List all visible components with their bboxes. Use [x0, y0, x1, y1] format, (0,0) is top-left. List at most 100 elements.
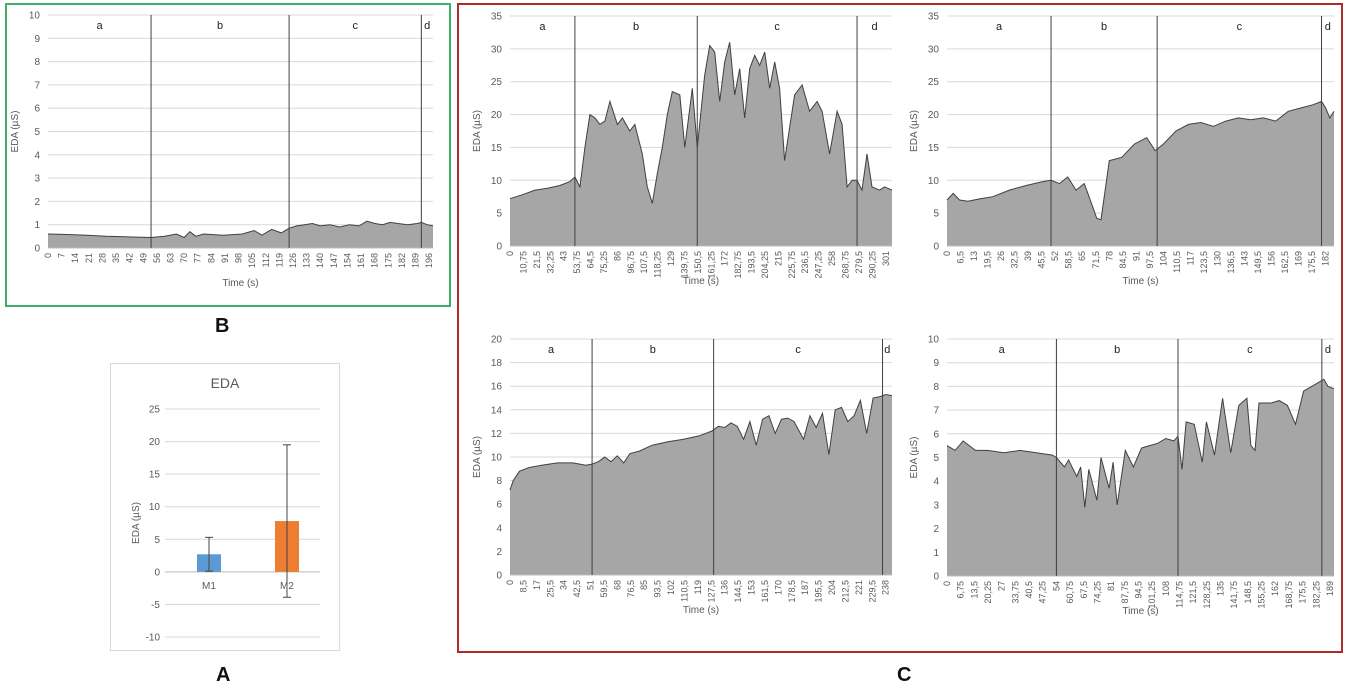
y-axis-title: EDA (µS) — [909, 110, 920, 152]
x-tick-label: 126 — [288, 253, 298, 268]
x-tick-label: 225,75 — [787, 251, 797, 279]
x-tick-label: 221 — [854, 580, 864, 595]
category-label-m1: M1 — [202, 581, 216, 592]
y-tick-label: 6 — [496, 500, 502, 511]
y-tick-label: 15 — [149, 470, 161, 481]
y-tick-label: 5 — [34, 127, 40, 138]
x-tick-label: 8,5 — [518, 580, 528, 593]
y-tick-label: 8 — [34, 57, 40, 68]
x-tick-label: 45,5 — [1037, 251, 1047, 269]
phase-label-c: c — [795, 344, 801, 356]
x-tick-label: 182,25 — [1311, 581, 1321, 609]
x-tick-label: 52 — [1050, 251, 1060, 261]
x-tick-label: 133 — [302, 253, 312, 268]
x-tick-label: 21,5 — [532, 251, 542, 269]
y-tick-label: 2 — [34, 197, 40, 208]
x-tick-label: 143 — [1240, 251, 1250, 266]
phase-label-c: c — [352, 20, 358, 32]
x-tick-label: 87,75 — [1120, 581, 1130, 604]
x-tick-label: 182 — [1321, 251, 1331, 266]
x-tick-label: 189 — [411, 253, 421, 268]
x-tick-label: 70 — [179, 253, 189, 263]
x-tick-label: 130 — [1212, 251, 1222, 266]
x-tick-label: 91 — [220, 253, 230, 263]
y-tick-label: 0 — [34, 244, 40, 255]
x-tick-label: 114,75 — [1175, 581, 1185, 608]
phase-label-a: a — [999, 344, 1006, 356]
y-tick-label: 10 — [29, 11, 41, 22]
x-tick-label: 19,5 — [983, 251, 993, 269]
x-tick-label: 153 — [747, 580, 757, 595]
y-tick-label: 3 — [933, 500, 939, 511]
x-tick-label: 17 — [532, 580, 542, 590]
phase-label-d: d — [424, 20, 430, 32]
x-tick-label: 170 — [773, 580, 783, 595]
x-tick-label: 149,5 — [1253, 251, 1263, 274]
x-tick-label: 32,5 — [1010, 251, 1020, 269]
y-tick-label: 10 — [149, 502, 161, 513]
x-tick-label: 182,75 — [733, 251, 743, 279]
x-tick-label: 144,5 — [733, 580, 743, 603]
eda-area — [947, 379, 1334, 576]
y-tick-label: 9 — [34, 34, 40, 45]
x-tick-label: 13 — [969, 251, 979, 261]
y-tick-label: 0 — [933, 242, 939, 253]
x-tick-label: 168,75 — [1284, 581, 1294, 609]
y-tick-label: 20 — [491, 335, 503, 346]
y-tick-label: 25 — [491, 77, 503, 88]
x-tick-label: 6,5 — [956, 251, 966, 264]
x-tick-label: 76,5 — [626, 580, 636, 598]
x-tick-label: 156 — [1267, 251, 1277, 266]
x-tick-label: 140 — [315, 253, 325, 268]
x-tick-label: 75,25 — [599, 251, 609, 274]
x-axis-title: Time (s) — [222, 278, 258, 289]
x-tick-label: 14 — [70, 253, 80, 263]
chart-c4: 0 1 2 3 4 5 6 7 8 9 10 a b c d 0 6,75 13,5 20,25 27 33,75 40,… — [909, 335, 1335, 618]
x-tick-label: 33,75 — [1010, 581, 1020, 604]
x-tick-label: 119 — [274, 253, 284, 267]
x-tick-label: 154 — [342, 253, 352, 268]
x-tick-label: 0 — [942, 251, 952, 256]
x-tick-label: 86 — [612, 251, 622, 261]
x-tick-label: 161 — [356, 253, 366, 268]
y-tick-label: 35 — [491, 12, 503, 23]
x-tick-label: 21 — [84, 253, 94, 263]
eda-line — [946, 100, 1335, 221]
x-tick-label: 168 — [370, 253, 380, 268]
y-tick-label: 3 — [34, 174, 40, 185]
panel-label-c: C — [897, 664, 912, 686]
y-tick-label: 35 — [928, 12, 940, 23]
phase-label-b: b — [1114, 344, 1120, 356]
x-tick-label: 129 — [666, 251, 676, 266]
y-tick-label: 7 — [34, 80, 40, 91]
y-tick-label: 0 — [496, 571, 502, 582]
x-axis-title: Time (s) — [1122, 606, 1158, 617]
x-tick-label: 78 — [1104, 251, 1114, 261]
x-tick-label: 196 — [424, 253, 434, 268]
x-tick-label: 34 — [559, 580, 569, 590]
y-tick-label: 16 — [491, 382, 503, 393]
x-tick-label: 71,5 — [1091, 251, 1101, 269]
x-tick-label: 123,5 — [1199, 251, 1209, 274]
x-tick-label: 47,25 — [1038, 581, 1048, 604]
y-tick-label: 20 — [491, 110, 503, 121]
x-tick-label: 93,5 — [653, 580, 663, 598]
y-tick-label: 5 — [496, 209, 502, 220]
x-tick-label: 112 — [261, 253, 271, 267]
x-tick-label: 6,75 — [956, 581, 966, 599]
phase-label-c: c — [1247, 344, 1253, 356]
x-tick-label: 268,75 — [840, 251, 850, 279]
y-tick-label: 2 — [933, 524, 939, 535]
y-axis-title: EDA (µS) — [472, 110, 483, 152]
x-tick-label: 107,5 — [639, 251, 649, 274]
y-axis-title: EDA (µS) — [472, 436, 483, 478]
x-tick-label: 161,25 — [706, 251, 716, 279]
x-tick-label: 85 — [639, 580, 649, 590]
y-tick-label: 8 — [933, 382, 939, 393]
phase-label-d: d — [1325, 344, 1331, 356]
x-tick-label: 64,5 — [586, 251, 596, 269]
y-tick-label: -5 — [151, 600, 160, 611]
x-tick-label: 187 — [800, 580, 810, 595]
y-tick-label: 10 — [491, 176, 503, 187]
